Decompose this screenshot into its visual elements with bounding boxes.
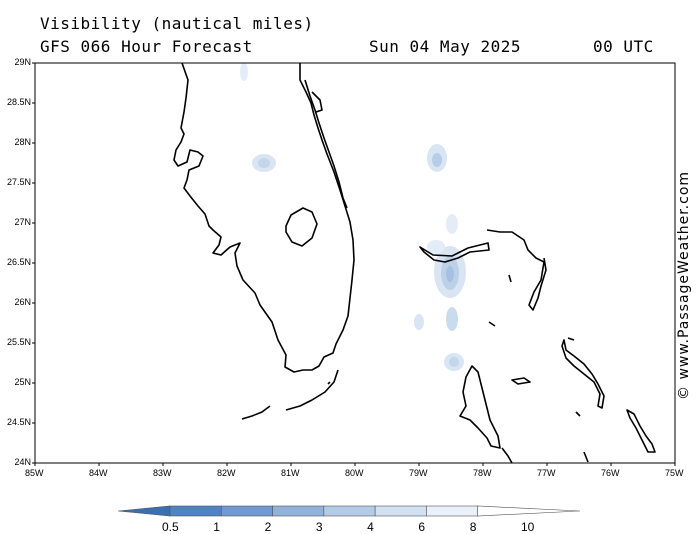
legend-swatch (426, 505, 479, 517)
lat-tick-label: 24N (14, 457, 31, 467)
abaco (486, 229, 547, 311)
fog-patch (446, 214, 458, 234)
visibility-patches (240, 63, 466, 371)
axis-ticks (32, 62, 676, 466)
lon-tick-label: 78W (473, 468, 492, 478)
lon-tick-label: 75W (665, 468, 684, 478)
fog-patch (427, 240, 445, 254)
lake-okeechobee (285, 207, 318, 247)
legend-label: 8 (469, 520, 477, 534)
variable-title: Visibility (nautical miles) (40, 14, 314, 33)
legend-low-arrow (117, 505, 171, 517)
lat-tick-label: 26.5N (6, 257, 31, 267)
eleuthera-north (567, 337, 575, 341)
coastlines (173, 62, 656, 464)
andros-south (501, 447, 513, 464)
legend-colorbar (117, 505, 581, 517)
fog-patch (258, 158, 270, 168)
fog-patch (240, 63, 248, 81)
lat-tick-label: 28N (14, 137, 31, 147)
forecast-date: Sun 04 May 2025 (369, 37, 521, 56)
map-frame (34, 62, 676, 464)
lon-tick-label: 80W (345, 468, 364, 478)
lat-tick-label: 29N (14, 57, 31, 67)
legend-label: 2 (264, 520, 272, 534)
berry-islands (488, 321, 496, 327)
exuma-cays (575, 411, 581, 417)
lon-tick-label: 85W (25, 468, 44, 478)
legend-high-arrow (477, 505, 581, 517)
lon-tick-label: 79W (409, 468, 428, 478)
florida-keys (241, 405, 271, 420)
fog-patch (449, 357, 459, 367)
credit-text: © www.PassageWeather.com (676, 170, 692, 400)
lat-tick-label: 27.5N (6, 177, 31, 187)
legend-label: 6 (418, 520, 426, 534)
legend-swatch (323, 505, 376, 517)
new-providence (511, 377, 531, 385)
legend-label: 4 (367, 520, 374, 534)
legend-label: 10 (521, 520, 535, 534)
lat-tick-label: 24.5N (6, 417, 31, 427)
florida-keys (327, 381, 331, 385)
indian-river-lagoon (311, 91, 323, 113)
florida-keys (285, 369, 339, 411)
lon-tick-label: 77W (537, 468, 556, 478)
legend-swatch (272, 505, 325, 517)
lat-tick-label: 28.5N (6, 97, 31, 107)
cat-island (626, 409, 656, 453)
eleuthera (561, 339, 605, 409)
forecast-line: GFS 066 Hour Forecast (40, 37, 253, 56)
lat-tick-label: 26N (14, 297, 31, 307)
lon-tick-label: 81W (281, 468, 300, 478)
florida-west-coast (173, 62, 355, 373)
lon-tick-label: 84W (89, 468, 108, 478)
fog-patch (432, 153, 442, 167)
fog-patch (446, 307, 458, 331)
lon-tick-label: 76W (601, 468, 620, 478)
lon-tick-label: 83W (153, 468, 172, 478)
lat-tick-label: 25.5N (6, 337, 31, 347)
fog-patch (446, 266, 454, 282)
exuma-cays (583, 451, 589, 463)
lon-tick-label: 82W (217, 468, 236, 478)
legend-label: 1 (213, 520, 220, 534)
legend-swatch (374, 505, 427, 517)
legend-swatch (220, 505, 273, 517)
fog-patch (414, 314, 424, 330)
legend-swatch (169, 505, 222, 517)
legend-label: 0.5 (162, 520, 179, 534)
grand-bahama (419, 242, 490, 263)
forecast-time: 00 UTC (593, 37, 654, 56)
legend-label: 3 (315, 520, 323, 534)
andros (459, 365, 501, 449)
indian-river-lagoon (304, 79, 348, 209)
abaco-cay (508, 274, 512, 283)
lat-tick-label: 27N (14, 217, 31, 227)
lat-tick-label: 25N (14, 377, 31, 387)
